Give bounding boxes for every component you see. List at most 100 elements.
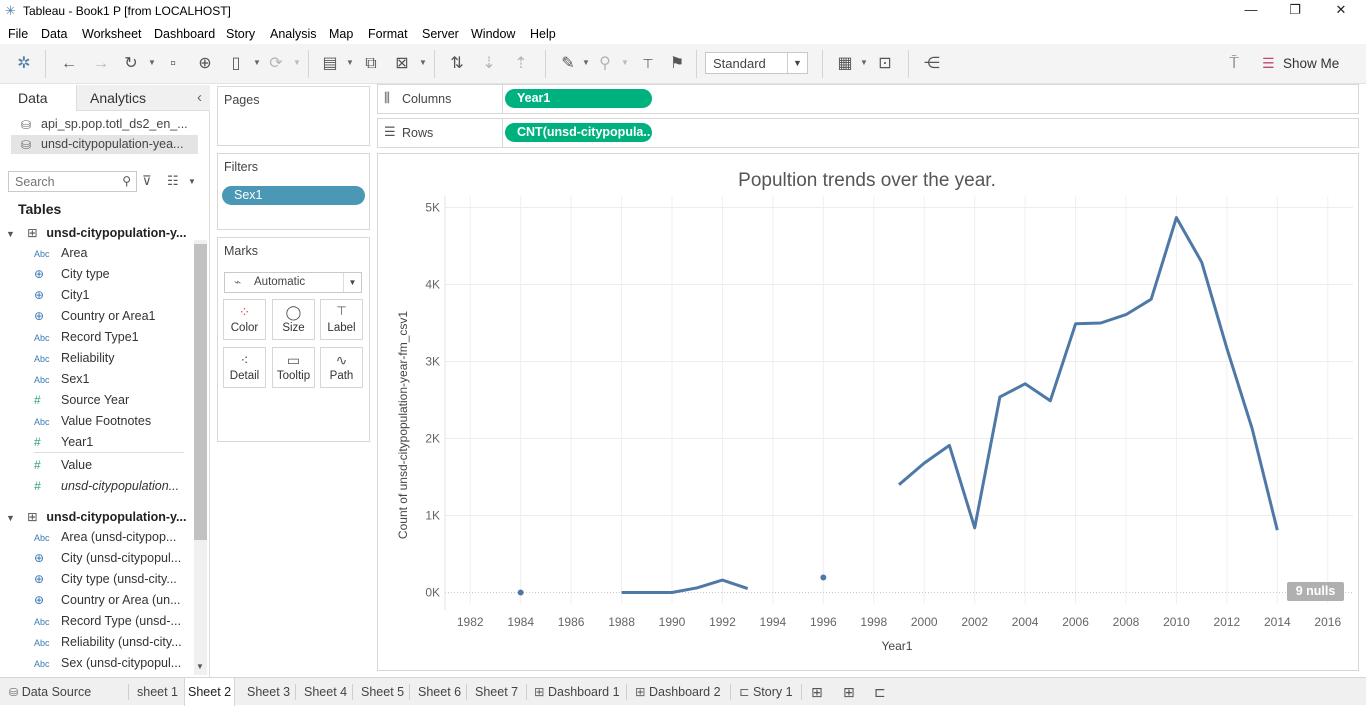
pause-updates-icon[interactable]: ▯ <box>231 55 241 72</box>
new-worksheet-icon[interactable]: ▤ <box>322 55 338 72</box>
field-item[interactable]: ⊕ Country or Area1 <box>34 306 184 327</box>
field-item[interactable]: ⊕ City type <box>34 264 184 285</box>
field-item[interactable]: Abc Sex (unsd-citypopul... <box>34 653 184 674</box>
tab-data[interactable]: Data <box>0 85 77 111</box>
menu-map[interactable]: Map <box>329 27 354 41</box>
columns-pill[interactable]: Year1 <box>505 89 652 108</box>
label-button[interactable]: ⊤ Label <box>320 299 363 340</box>
restore-button[interactable]: ❐ <box>1289 2 1301 17</box>
rows-pill[interactable]: CNT(unsd-citypopula.. <box>505 123 652 142</box>
menu-help[interactable]: Help <box>530 27 556 41</box>
menu-worksheet[interactable]: Worksheet <box>82 27 142 41</box>
search-field[interactable]: ⚲ <box>8 171 137 192</box>
refresh-icon[interactable]: ⟳ <box>269 55 283 72</box>
sort-ascending-icon[interactable]: ⇣ <box>482 55 496 72</box>
tab-story-1[interactable]: ⊏ Story 1 <box>736 678 796 706</box>
detail-button[interactable]: ⁖ Detail <box>223 347 266 388</box>
close-button[interactable]: ✕ <box>1335 2 1347 17</box>
tableau-logo-icon[interactable]: ✲ <box>17 55 31 72</box>
tab-sheet-7[interactable]: Sheet 7 <box>475 685 519 699</box>
datasource-item-active[interactable]: ⛁ unsd-citypopulation-yea... <box>11 135 198 154</box>
minimize-button[interactable]: — <box>1244 2 1258 17</box>
view-canvas[interactable]: 0K 1K 2K 3K 4K 5K 1982 1984 1986 1988 1990 1992 1994… <box>377 153 1359 671</box>
share-icon[interactable]: ⋲ <box>924 55 940 72</box>
field-item[interactable]: # Year1 <box>34 432 184 453</box>
scrollbar-thumb[interactable] <box>194 244 207 540</box>
field-item[interactable]: ⊕ Country or Area (un... <box>34 590 184 611</box>
new-story-tab-icon[interactable]: ⊏ <box>874 684 886 700</box>
filter-pill[interactable]: Sex1 <box>222 186 365 205</box>
clear-dropdown-icon[interactable]: ▼ <box>419 58 427 67</box>
field-item[interactable]: Abc Reliability <box>34 348 184 369</box>
path-button[interactable]: ∿ Path <box>320 347 363 388</box>
search-input[interactable] <box>9 172 114 191</box>
tab-sheet-3[interactable]: Sheet 3 <box>247 685 291 699</box>
field-item[interactable]: ⊕ City (unsd-citypopul... <box>34 548 184 569</box>
pin-axis-icon[interactable]: ⚑ <box>669 55 685 72</box>
tab-sheet-6[interactable]: Sheet 6 <box>418 685 462 699</box>
field-item[interactable]: Abc Sex1 <box>34 369 184 390</box>
field-item[interactable]: Abc Reliability (unsd-city... <box>34 632 184 653</box>
line-chart[interactable]: 0K 1K 2K 3K 4K 5K 1982 1984 1986 1988 1990 1992 1994… <box>378 154 1358 670</box>
tab-data-source[interactable]: ⛁ Data Source <box>6 678 94 706</box>
group-dropdown-icon[interactable]: ▼ <box>621 58 629 67</box>
field-item[interactable]: Abc Area <box>34 243 184 264</box>
menu-file[interactable]: File <box>8 27 29 41</box>
table-header[interactable]: ▼ ⊞ unsd-citypopulation-y... <box>6 226 187 240</box>
show-me-button[interactable]: ☰ Show Me <box>1260 54 1360 74</box>
highlight-icon[interactable]: ✎ <box>561 55 575 72</box>
sort-descending-icon[interactable]: ⇡ <box>514 55 528 72</box>
save-icon[interactable]: ▫ <box>170 55 176 72</box>
size-button[interactable]: ◯ Size <box>272 299 315 340</box>
menu-analysis[interactable]: Analysis <box>270 27 317 41</box>
menu-data[interactable]: Data <box>41 27 68 41</box>
redo-icon[interactable]: → <box>93 55 109 72</box>
fit-dropdown[interactable]: Standard ▼ <box>705 52 808 74</box>
view-list-icon[interactable]: ☷ <box>167 173 179 188</box>
menu-window[interactable]: Window <box>471 27 516 41</box>
tab-sheet-2[interactable]: Sheet 2 <box>184 678 236 706</box>
highlight-dropdown-icon[interactable]: ▼ <box>582 58 590 67</box>
menu-server[interactable]: Server <box>422 27 459 41</box>
clear-sheet-icon[interactable]: ⊠ <box>395 55 409 72</box>
tab-sheet-4[interactable]: Sheet 4 <box>304 685 348 699</box>
filters-card[interactable]: Filters Sex1 <box>217 153 370 230</box>
refresh-dropdown-icon[interactable]: ▼ <box>293 58 301 67</box>
menu-format[interactable]: Format <box>368 27 408 41</box>
collapse-pane-icon[interactable]: ‹ <box>197 89 202 106</box>
format-painter-icon[interactable]: ⍑ <box>1229 55 1239 72</box>
menu-dashboard[interactable]: Dashboard <box>154 27 216 41</box>
tab-sheet-5[interactable]: Sheet 5 <box>361 685 405 699</box>
menu-story[interactable]: Story <box>226 27 256 41</box>
color-button[interactable]: ⁘ Color <box>223 299 266 340</box>
filter-icon[interactable]: ⊽ <box>142 173 152 188</box>
view-dropdown-icon[interactable]: ▼ <box>188 177 196 186</box>
field-item[interactable]: ⊕ City1 <box>34 285 184 306</box>
duplicate-sheet-icon[interactable]: ⧉ <box>365 55 377 72</box>
replay-icon[interactable]: ↻ <box>124 55 138 72</box>
nulls-indicator[interactable]: 9 nulls <box>1287 582 1344 601</box>
new-worksheet-dropdown-icon[interactable]: ▼ <box>346 58 354 67</box>
field-item[interactable]: Abc Record Type1 <box>34 327 184 348</box>
tab-dashboard-1[interactable]: ⊞ Dashboard 1 <box>531 678 623 706</box>
new-dashboard-tab-icon[interactable]: ⊞ <box>843 684 855 700</box>
new-worksheet-tab-icon[interactable]: ⊞ <box>811 684 823 700</box>
scroll-down-icon[interactable]: ▼ <box>196 662 204 671</box>
mark-type-dropdown[interactable]: ⌁ Automatic ▼ <box>224 272 362 293</box>
datasource-item[interactable]: ⛁ api_sp.pop.totl_ds2_en_... <box>11 115 198 134</box>
replay-dropdown-icon[interactable]: ▼ <box>148 58 156 67</box>
pause-dropdown-icon[interactable]: ▼ <box>253 58 261 67</box>
tab-analytics[interactable]: Analytics ‹ <box>77 85 210 111</box>
field-item[interactable]: Abc Area (unsd-citypop... <box>34 527 184 548</box>
field-item[interactable]: Abc Value Footnotes <box>34 411 184 432</box>
presentation-mode-icon[interactable]: ⊡ <box>878 55 892 72</box>
table-header[interactable]: ▼ ⊞ unsd-citypopulation-y... <box>6 510 187 524</box>
swap-rows-columns-icon[interactable]: ⇅ <box>450 55 464 72</box>
new-datasource-icon[interactable]: ⊕ <box>198 55 212 72</box>
tab-sheet-1[interactable]: sheet 1 <box>137 685 179 699</box>
show-cards-icon[interactable]: ▦ <box>837 55 853 72</box>
tab-dashboard-2[interactable]: ⊞ Dashboard 2 <box>632 678 724 706</box>
show-cards-dropdown-icon[interactable]: ▼ <box>860 58 868 67</box>
tooltip-button[interactable]: ▭ Tooltip <box>272 347 315 388</box>
field-item[interactable]: # Source Year <box>34 390 184 411</box>
